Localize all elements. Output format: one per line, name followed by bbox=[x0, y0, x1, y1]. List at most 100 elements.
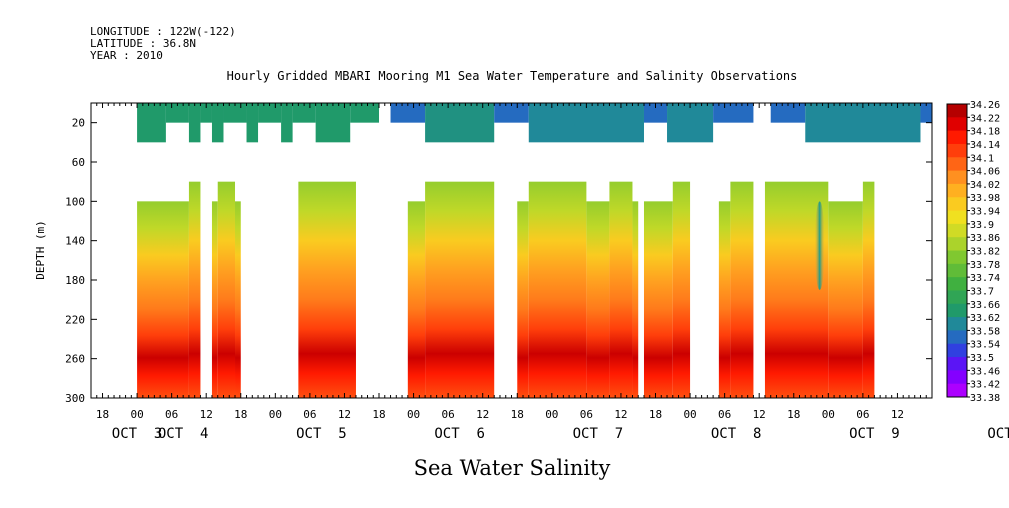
day-label: OCT 8 bbox=[711, 426, 762, 442]
deep-salinity-block bbox=[217, 181, 236, 398]
shallow-salinity-cell bbox=[211, 103, 224, 143]
x-tick-label: 12 bbox=[476, 408, 489, 421]
colorbar-label: 34.26 bbox=[970, 100, 1000, 111]
colorbar-label: 33.38 bbox=[970, 393, 1000, 404]
y-tick-label: 220 bbox=[65, 313, 85, 326]
shallow-salinity-cell bbox=[920, 103, 932, 123]
colorbar-swatch bbox=[947, 330, 967, 345]
x-tick-label: 12 bbox=[614, 408, 627, 421]
plot-frame bbox=[90, 102, 933, 399]
colorbar-label: 34.18 bbox=[970, 127, 1000, 138]
deep-salinity-block bbox=[730, 181, 754, 398]
y-tick-label: 300 bbox=[65, 392, 85, 405]
x-tick-label: 00 bbox=[822, 408, 835, 421]
shallow-salinity-cell bbox=[200, 103, 212, 123]
deep-salinity-block bbox=[672, 181, 691, 398]
x-tick-label: 12 bbox=[200, 408, 213, 421]
x-tick-label: 18 bbox=[96, 408, 109, 421]
shallow-salinity-cell bbox=[390, 103, 426, 123]
colorbar-swatch bbox=[947, 210, 967, 225]
year-label: YEAR : 2010 bbox=[90, 49, 163, 62]
colorbar-label: 33.62 bbox=[970, 313, 1000, 324]
deep-salinity-block bbox=[862, 181, 875, 398]
colorbar-swatch bbox=[947, 237, 967, 251]
colorbar-label: 33.78 bbox=[970, 260, 1000, 271]
x-tick-label: 18 bbox=[372, 408, 385, 421]
deep-salinity-block bbox=[828, 201, 863, 398]
colorbar-label: 33.86 bbox=[970, 233, 1000, 244]
y-axis: 20 60 100 140 180 220 260 300 bbox=[65, 117, 932, 405]
colorbar-label: 34.22 bbox=[970, 113, 1000, 124]
colorbar-label: 33.82 bbox=[970, 247, 1000, 258]
y-tick-label: 100 bbox=[65, 195, 85, 208]
low-salinity-anomaly bbox=[814, 201, 825, 290]
x-tick-label: 18 bbox=[234, 408, 247, 421]
shallow-salinity-cell bbox=[281, 103, 293, 143]
shallow-salinity-cell bbox=[770, 103, 806, 123]
deep-salinity-block bbox=[517, 201, 529, 398]
x-tick-label: 06 bbox=[165, 408, 178, 421]
shallow-salinity-cell bbox=[246, 103, 259, 143]
colorbar-swatch bbox=[947, 303, 967, 318]
x-tick-label: 06 bbox=[856, 408, 869, 421]
colorbar-swatch bbox=[947, 197, 967, 212]
colorbar-label: 33.5 bbox=[970, 353, 994, 364]
x-tick-label: 18 bbox=[649, 408, 662, 421]
shallow-salinity-cell bbox=[494, 103, 529, 123]
day-label: OCT 10 bbox=[987, 426, 1009, 442]
deep-salinity-block bbox=[235, 201, 241, 398]
colorbar-label: 33.94 bbox=[970, 207, 1000, 218]
y-tick-label: 60 bbox=[72, 156, 85, 169]
colorbar-label: 34.06 bbox=[970, 167, 1000, 178]
shallow-salinity-cell bbox=[137, 103, 166, 143]
colorbar-label: 34.1 bbox=[970, 153, 994, 164]
colorbar-swatch bbox=[947, 157, 967, 172]
colorbar-swatch bbox=[947, 357, 967, 371]
deep-salinity-block bbox=[632, 201, 639, 398]
colorbar-swatch bbox=[947, 183, 967, 198]
x-tick-label: 06 bbox=[303, 408, 316, 421]
chart-title: Hourly Gridded MBARI Mooring M1 Sea Wate… bbox=[227, 69, 798, 83]
colorbar-label: 33.54 bbox=[970, 340, 1000, 351]
x-tick-label: 12 bbox=[753, 408, 766, 421]
deep-salinity-block bbox=[586, 201, 610, 398]
y-tick-label: 260 bbox=[65, 353, 85, 366]
bottom-title: Sea Water Salinity bbox=[414, 456, 611, 480]
colorbar-swatch bbox=[947, 143, 967, 158]
colorbar-swatch bbox=[947, 223, 967, 238]
y-tick-label: 140 bbox=[65, 235, 85, 248]
colorbar-label: 33.7 bbox=[970, 286, 994, 297]
deep-salinity-block bbox=[407, 201, 426, 398]
latitude-label: LATITUDE : 36.8N bbox=[90, 37, 196, 50]
day-label: OCT 9 bbox=[849, 426, 900, 442]
colorbar-label: 33.46 bbox=[970, 366, 1000, 377]
shallow-salinity-cell bbox=[315, 103, 351, 143]
colorbar-swatch bbox=[947, 317, 967, 331]
x-tick-label: 06 bbox=[442, 408, 455, 421]
deep-salinity-block bbox=[425, 181, 495, 398]
colorbar-swatch bbox=[947, 104, 967, 118]
deep-salinity-block bbox=[528, 181, 587, 398]
longitude-label: LONGITUDE : 122W(-122) bbox=[90, 25, 236, 38]
data-layer bbox=[137, 103, 932, 398]
shallow-salinity-cell bbox=[528, 103, 644, 143]
colorbar-swatch bbox=[947, 370, 967, 385]
colorbar-swatch bbox=[947, 170, 967, 185]
colorbar: 34.26 34.22 34.18 34.14 34.1 34.06 34.02 33.98 3… bbox=[946, 100, 1000, 404]
deep-salinity-block bbox=[298, 181, 356, 398]
deep-salinity-block bbox=[718, 201, 731, 398]
colorbar-label: 34.14 bbox=[970, 140, 1000, 151]
shallow-salinity-cell bbox=[188, 103, 201, 143]
shallow-salinity-cell bbox=[350, 103, 380, 123]
shallow-salinity-cell bbox=[643, 103, 668, 123]
x-tick-label: 18 bbox=[787, 408, 800, 421]
y-tick-label: 180 bbox=[65, 274, 85, 287]
shallow-salinity-cell bbox=[667, 103, 714, 143]
x-tick-label: 06 bbox=[718, 408, 731, 421]
colorbar-swatch bbox=[947, 130, 967, 145]
deep-salinity-block bbox=[137, 201, 189, 398]
day-label: OCT 6 bbox=[434, 426, 485, 442]
colorbar-swatch bbox=[947, 383, 967, 398]
